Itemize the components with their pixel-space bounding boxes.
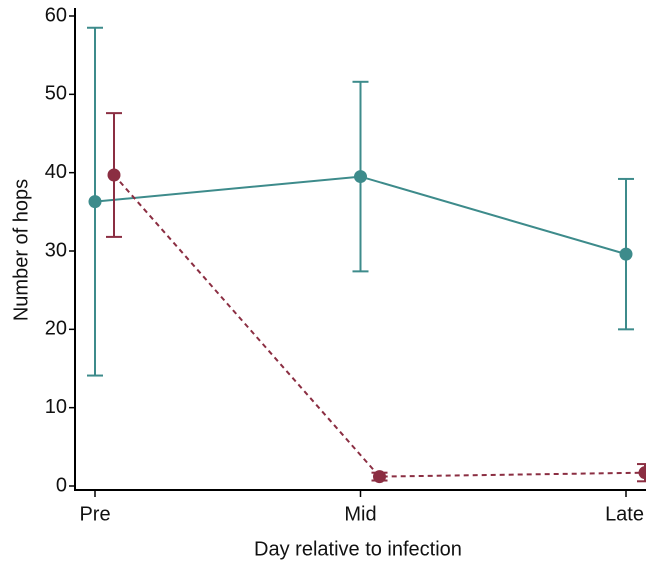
y-tick-label: 40 [45, 161, 67, 183]
point [88, 195, 102, 209]
point [619, 247, 633, 261]
x-tick-label: Mid [344, 503, 376, 525]
point [638, 466, 646, 480]
x-tick-label: Pre [79, 503, 110, 525]
x-axis-label: Day relative to infection [254, 538, 462, 560]
y-tick-label: 20 [45, 318, 67, 340]
y-tick-label: 30 [45, 239, 67, 261]
point [373, 470, 386, 484]
y-tick-label: 60 [45, 4, 67, 26]
series-line [113, 174, 646, 478]
y-tick-label: 50 [45, 83, 67, 105]
point [107, 168, 121, 182]
y-tick-label: 10 [45, 396, 67, 418]
y-tick-label: 0 [56, 474, 67, 496]
point [354, 170, 367, 184]
y-axis-label: Number of hops [10, 179, 32, 321]
x-tick-label: Late [605, 503, 644, 525]
